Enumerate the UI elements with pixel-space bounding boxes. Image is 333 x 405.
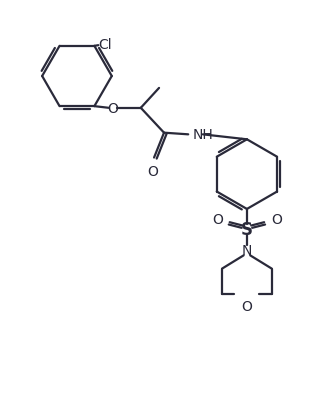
- Text: O: O: [147, 164, 158, 178]
- Text: Cl: Cl: [98, 38, 112, 52]
- Text: O: O: [271, 212, 282, 226]
- Text: NH: NH: [192, 128, 213, 142]
- Text: O: O: [241, 300, 252, 314]
- Text: S: S: [241, 220, 253, 238]
- Text: N: N: [242, 244, 252, 258]
- Text: O: O: [107, 102, 118, 115]
- Text: O: O: [212, 212, 223, 226]
